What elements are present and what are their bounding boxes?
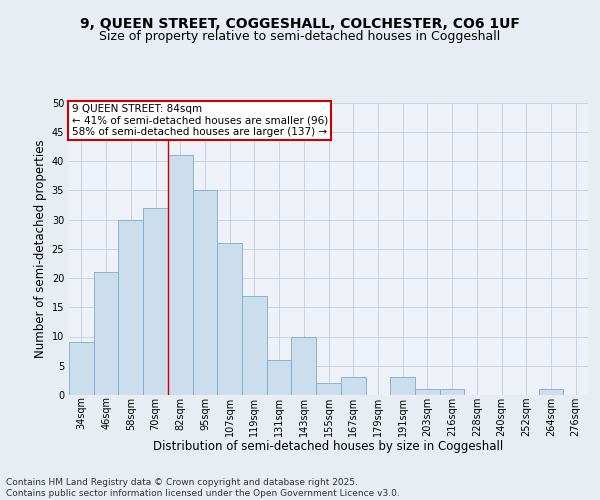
Bar [390, 378, 415, 395]
Bar [217, 243, 242, 395]
Bar [69, 342, 94, 395]
X-axis label: Distribution of semi-detached houses by size in Coggeshall: Distribution of semi-detached houses by … [154, 440, 503, 453]
Bar [168, 155, 193, 395]
Bar [267, 360, 292, 395]
Bar [292, 336, 316, 395]
Text: Size of property relative to semi-detached houses in Coggeshall: Size of property relative to semi-detach… [100, 30, 500, 43]
Text: 9 QUEEN STREET: 84sqm
← 41% of semi-detached houses are smaller (96)
58% of semi: 9 QUEEN STREET: 84sqm ← 41% of semi-deta… [71, 104, 328, 137]
Bar [94, 272, 118, 395]
Text: Contains HM Land Registry data © Crown copyright and database right 2025.
Contai: Contains HM Land Registry data © Crown c… [6, 478, 400, 498]
Bar [143, 208, 168, 395]
Bar [193, 190, 217, 395]
Bar [539, 389, 563, 395]
Y-axis label: Number of semi-detached properties: Number of semi-detached properties [34, 140, 47, 358]
Text: 9, QUEEN STREET, COGGESHALL, COLCHESTER, CO6 1UF: 9, QUEEN STREET, COGGESHALL, COLCHESTER,… [80, 18, 520, 32]
Bar [118, 220, 143, 395]
Bar [341, 378, 365, 395]
Bar [440, 389, 464, 395]
Bar [415, 389, 440, 395]
Bar [242, 296, 267, 395]
Bar [316, 384, 341, 395]
